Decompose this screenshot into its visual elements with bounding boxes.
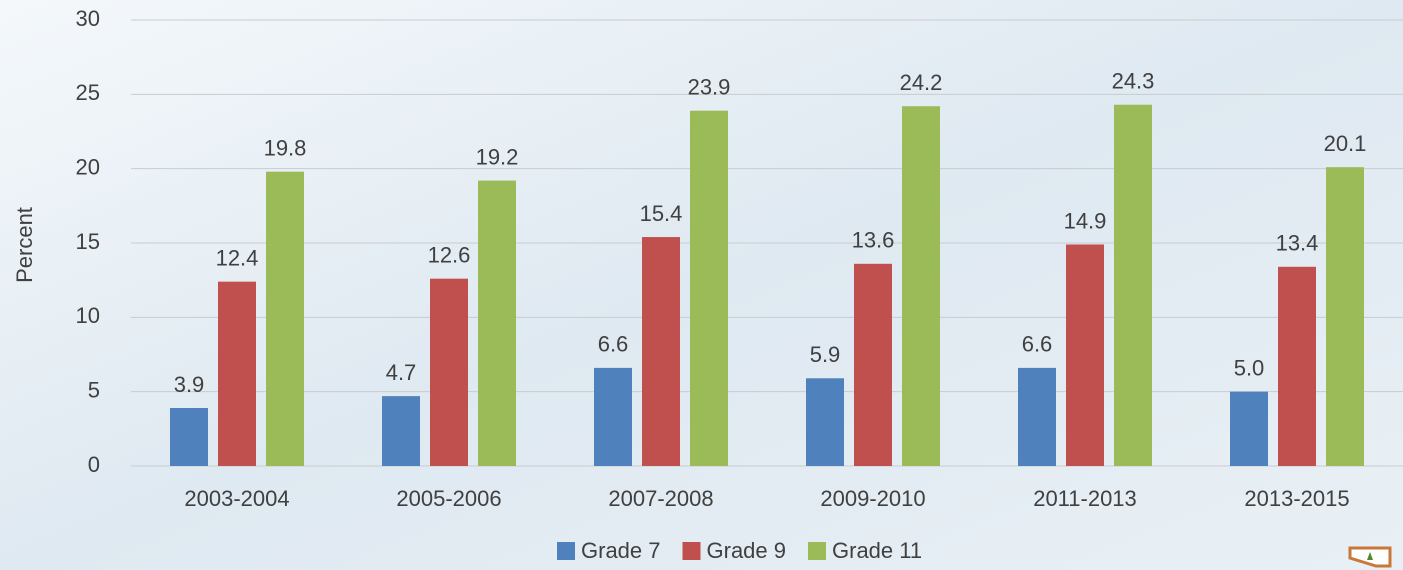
- data-label: 6.6: [598, 332, 629, 357]
- legend-swatch: [557, 542, 575, 560]
- bar: [430, 279, 468, 466]
- bar: [382, 396, 420, 466]
- x-tick-label: 2011-2013: [1033, 486, 1137, 511]
- data-label: 15.4: [640, 201, 683, 226]
- y-tick-label: 30: [76, 6, 100, 31]
- y-tick-label: 15: [76, 229, 100, 254]
- data-label: 19.8: [264, 135, 307, 160]
- legend-label: Grade 7: [581, 538, 661, 563]
- bar: [1018, 368, 1056, 466]
- bar: [1278, 267, 1316, 466]
- data-label: 24.3: [1112, 69, 1155, 94]
- bar: [1114, 105, 1152, 466]
- data-label: 12.4: [216, 245, 259, 270]
- data-label: 23.9: [688, 74, 731, 99]
- data-label: 6.6: [1022, 332, 1053, 357]
- data-label: 5.0: [1234, 355, 1265, 380]
- y-tick-label: 25: [76, 80, 100, 105]
- bar: [902, 106, 940, 466]
- x-tick-label: 2003-2004: [184, 486, 289, 511]
- data-label: 19.2: [476, 144, 519, 169]
- y-tick-label: 20: [76, 154, 100, 179]
- data-label: 13.4: [1276, 231, 1319, 256]
- y-tick-label: 5: [88, 377, 100, 402]
- bar: [1230, 392, 1268, 466]
- x-tick-label: 2013-2015: [1244, 486, 1349, 511]
- bar: [478, 181, 516, 466]
- y-axis-label: Percent: [12, 207, 37, 283]
- data-label: 5.9: [810, 342, 841, 367]
- legend-label: Grade 11: [832, 538, 922, 563]
- bar: [218, 282, 256, 466]
- bar: [594, 368, 632, 466]
- data-label: 12.6: [428, 242, 471, 267]
- y-tick-label: 0: [88, 452, 100, 477]
- legend-label: Grade 9: [707, 538, 787, 563]
- bar: [690, 111, 728, 466]
- x-tick-label: 2009-2010: [820, 486, 925, 511]
- data-label: 24.2: [900, 70, 943, 95]
- legend-swatch: [683, 542, 701, 560]
- x-tick-label: 2005-2006: [396, 486, 501, 511]
- chart: Percent 0 5 10 15 20 25 30 2003-2004 3.9 12.4 19.8…: [0, 0, 1403, 570]
- y-tick-label: 10: [76, 303, 100, 328]
- bar: [642, 237, 680, 466]
- bar: [266, 172, 304, 466]
- data-label: 14.9: [1064, 208, 1107, 233]
- bar: [170, 408, 208, 466]
- data-label: 3.9: [174, 372, 205, 397]
- legend-swatch: [808, 542, 826, 560]
- bar: [806, 378, 844, 466]
- data-label: 13.6: [852, 228, 895, 253]
- data-label: 20.1: [1324, 131, 1367, 156]
- bar: [1066, 244, 1104, 466]
- bar: [1326, 167, 1364, 466]
- bar: [854, 264, 892, 466]
- data-label: 4.7: [386, 360, 417, 385]
- x-tick-label: 2007-2008: [608, 486, 713, 511]
